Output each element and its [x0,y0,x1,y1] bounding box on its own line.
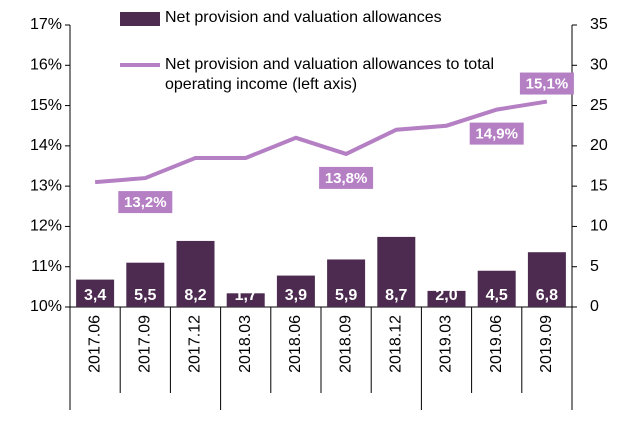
bar-value-label: 5,5 [134,287,156,304]
y2-tick-label: 20 [590,137,608,154]
y-tick-label: 17% [30,16,62,33]
bar-value-label: 6,8 [536,287,558,304]
line-value-label: 14,9% [475,126,518,143]
bar [477,270,516,307]
x-tick-label: 2019.09 [538,315,555,373]
line [94,99,548,185]
x-tick-label: 2017.09 [137,315,154,373]
bar-value-label: 3,4 [84,287,106,304]
x-tick-label: 2017.06 [86,315,103,373]
bar-value-label: 5,9 [335,287,357,304]
bar-value-label: 4,5 [486,287,508,304]
value-label-box [519,72,574,95]
y-tick-label: 13% [30,177,62,194]
x-tick-label: 2017.12 [187,315,204,373]
line-value-label: 13,8% [325,170,368,187]
x-tick-label: 2018.06 [287,315,304,373]
bar [126,262,165,307]
y2-tick-label: 30 [590,57,608,74]
line-value-label: 15,1% [526,76,569,93]
bar [276,275,315,307]
y-tick-label: 16% [30,57,62,74]
value-label-box [319,166,374,189]
x-tick-label: 2018.03 [237,315,254,373]
y-tick-label: 14% [30,137,62,154]
y2-tick-label: 25 [590,97,608,114]
line-value-label: 13,2% [124,194,167,211]
y2-tick-label: 5 [590,258,599,275]
x-tick-label: 2018.09 [337,315,354,373]
y2-tick-label: 10 [590,218,608,235]
x-tick-label: 2018.12 [388,315,405,373]
bar [427,290,466,307]
y-tick-label: 11% [31,258,62,275]
legend-label: Net provision and valuation allowances t… [165,55,495,95]
bar [226,293,265,307]
legend-label: Net provision and valuation allowances [165,8,442,28]
bar-value-label: 8,2 [184,287,206,304]
bar [76,279,115,307]
y-tick-label: 10% [30,298,62,315]
value-label-box [118,191,173,214]
y2-tick-label: 35 [590,16,608,33]
value-label-box [469,122,524,145]
bar-value-label: 8,7 [385,287,407,304]
bar [377,236,416,307]
x-tick-label: 2019.03 [438,315,455,373]
bar [527,252,566,307]
x-tick-label: 2019.06 [488,315,505,373]
y2-tick-label: 15 [590,177,608,194]
bar-value-label: 1,7 [235,287,257,304]
bar [176,240,215,307]
bar-value-label: 2,0 [435,287,457,304]
bar [327,259,366,307]
y-tick-label: 12% [30,218,62,235]
y2-tick-label: 0 [590,298,599,315]
bar-value-label: 3,9 [285,287,307,304]
legend-swatch [120,12,160,26]
y-tick-label: 15% [30,97,62,114]
